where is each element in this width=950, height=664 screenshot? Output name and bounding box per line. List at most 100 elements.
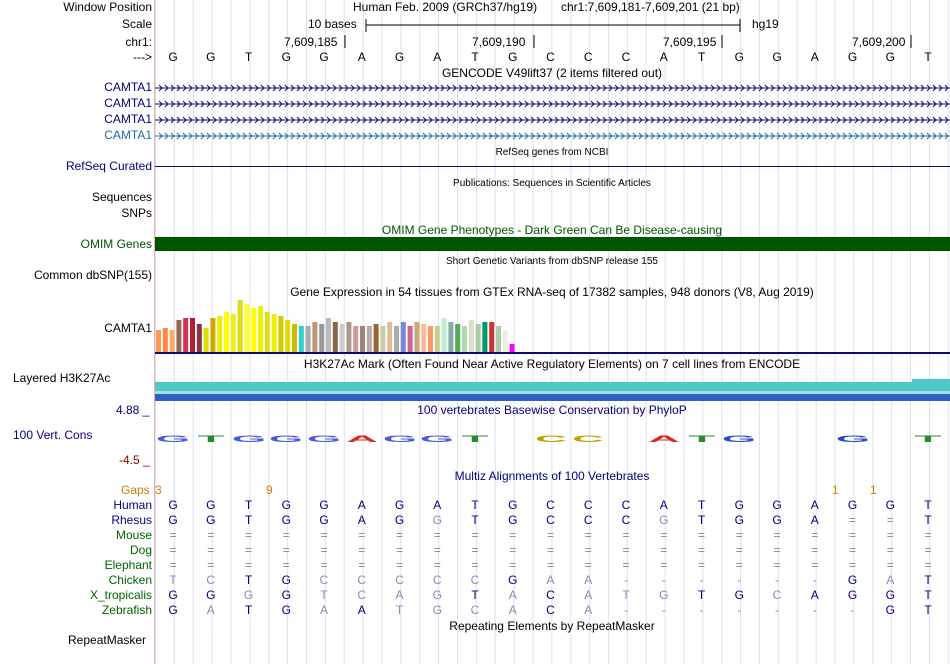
ref-base-letter: G (734, 50, 744, 64)
aligned-base-letter: = (546, 528, 554, 542)
species-label[interactable]: Zebrafish (101, 603, 152, 617)
species-label[interactable]: X_tropicalis (89, 588, 152, 602)
aligned-base-letter: = (509, 558, 517, 572)
aligned-base-letter: G (168, 588, 178, 602)
strand-chevron (356, 84, 361, 92)
strand-chevron (332, 132, 337, 140)
omim-genes-label[interactable]: OMIM Genes (80, 237, 152, 251)
strand-chevron (428, 84, 433, 92)
aligned-base-letter: = (622, 543, 630, 557)
cons-min-value: -4.5 _ (119, 453, 150, 467)
strand-chevron (674, 100, 679, 108)
strand-chevron (740, 100, 745, 108)
strand-chevron (194, 116, 199, 124)
scale-db-text: hg19 (752, 17, 779, 31)
strand-chevron (854, 84, 859, 92)
camta1-label-1[interactable]: CAMTA1 (104, 80, 152, 94)
strand-chevron (170, 132, 175, 140)
refseq-gene-line[interactable] (155, 166, 950, 167)
strand-chevron (374, 116, 379, 124)
aligned-base-letter: A (659, 498, 668, 512)
aligned-base-letter: - (661, 603, 666, 617)
aligned-base-letter: G (168, 513, 178, 527)
strand-chevron (572, 100, 577, 108)
strand-chevron (650, 84, 655, 92)
gtex-bar (319, 324, 325, 352)
camta1-label-4[interactable]: CAMTA1 (104, 128, 152, 142)
aligned-base-letter: = (886, 528, 894, 542)
gtex-bar (237, 300, 243, 352)
ref-base-letter: G (394, 50, 405, 64)
strand-chevron (350, 116, 355, 124)
h3k27ac-label[interactable]: Layered H3K27Ac (13, 371, 111, 385)
vert-cons-label[interactable]: 100 Vert. Cons (13, 428, 93, 442)
aligned-base-letter: = (207, 543, 215, 557)
strand-chevron (752, 132, 757, 140)
omim-gene-bar[interactable] (155, 237, 950, 251)
species-label[interactable]: Chicken (108, 573, 152, 587)
camta1-label-2[interactable]: CAMTA1 (104, 96, 152, 110)
aligned-base-letter: C (357, 573, 367, 587)
strand-chevron (458, 100, 463, 108)
aligned-base-letter: G (847, 573, 858, 587)
position-range: chr1:7,609,181-7,609,201 (21 bp) (561, 0, 740, 14)
strand-chevron (194, 84, 199, 92)
sequences-label[interactable]: Sequences (91, 190, 152, 204)
strand-chevron (254, 84, 259, 92)
aligned-base-letter: - (812, 573, 817, 587)
ref-base-letter: T (471, 50, 479, 64)
strand-chevron (314, 84, 319, 92)
aligned-base-letter: = (584, 558, 592, 572)
aligned-base-letter: = (660, 558, 668, 572)
aligned-base-letter: G (206, 513, 216, 527)
species-label[interactable]: Human (113, 498, 152, 512)
common-dbsnp-label[interactable]: Common dbSNP(155) (33, 268, 152, 282)
strand-chevron (848, 84, 853, 92)
strand-chevron (938, 100, 943, 108)
gtex-camta1-label[interactable]: CAMTA1 (104, 321, 152, 335)
strand-chevron (248, 100, 253, 108)
strand-chevron (728, 100, 733, 108)
species-label[interactable]: Rhesus (111, 513, 152, 527)
strand-chevron (182, 100, 187, 108)
gtex-bar (421, 324, 427, 352)
strand-chevron (470, 132, 475, 140)
species-label[interactable]: Dog (129, 543, 152, 557)
strand-chevron (614, 132, 619, 140)
strand-chevron (758, 132, 763, 140)
multiz-track-title: Multiz Alignments of 100 Vertebrates (454, 469, 650, 483)
h3k27ac-signal[interactable] (155, 376, 950, 402)
strand-chevron (854, 116, 859, 124)
aligned-base-letter: = (924, 543, 932, 557)
strand-chevron (902, 100, 907, 108)
strand-chevron (620, 84, 625, 92)
strand-chevron (374, 132, 379, 140)
gtex-bar (400, 322, 406, 352)
aligned-base-letter: C (432, 573, 442, 587)
strand-chevron (884, 132, 889, 140)
strand-chevron (320, 116, 325, 124)
strand-chevron (452, 132, 457, 140)
aligned-base-letter: G (168, 498, 178, 512)
refseq-curated-label[interactable]: RefSeq Curated (65, 159, 152, 173)
gtex-expression-chart[interactable] (155, 296, 950, 356)
strand-chevron (596, 84, 601, 92)
strand-chevron (170, 100, 175, 108)
aligned-base-letter: G (885, 603, 895, 617)
ref-base-letter: C (583, 50, 593, 64)
strand-chevron (716, 100, 721, 108)
strand-chevron (176, 84, 181, 92)
strand-chevron (476, 116, 481, 124)
gencode-gene-models[interactable] (155, 80, 950, 144)
repeatmasker-label[interactable]: RepeatMasker (68, 633, 147, 647)
aligned-base-letter: = (320, 528, 328, 542)
ref-base-letter: T (924, 50, 932, 64)
camta1-label-3[interactable]: CAMTA1 (104, 112, 152, 126)
strand-chevron (488, 100, 493, 108)
species-label[interactable]: Elephant (104, 558, 152, 572)
scale-bar (365, 19, 741, 32)
species-label[interactable]: Mouse (115, 528, 152, 542)
snps-label[interactable]: SNPs (121, 206, 152, 220)
strand-chevron (596, 100, 601, 108)
